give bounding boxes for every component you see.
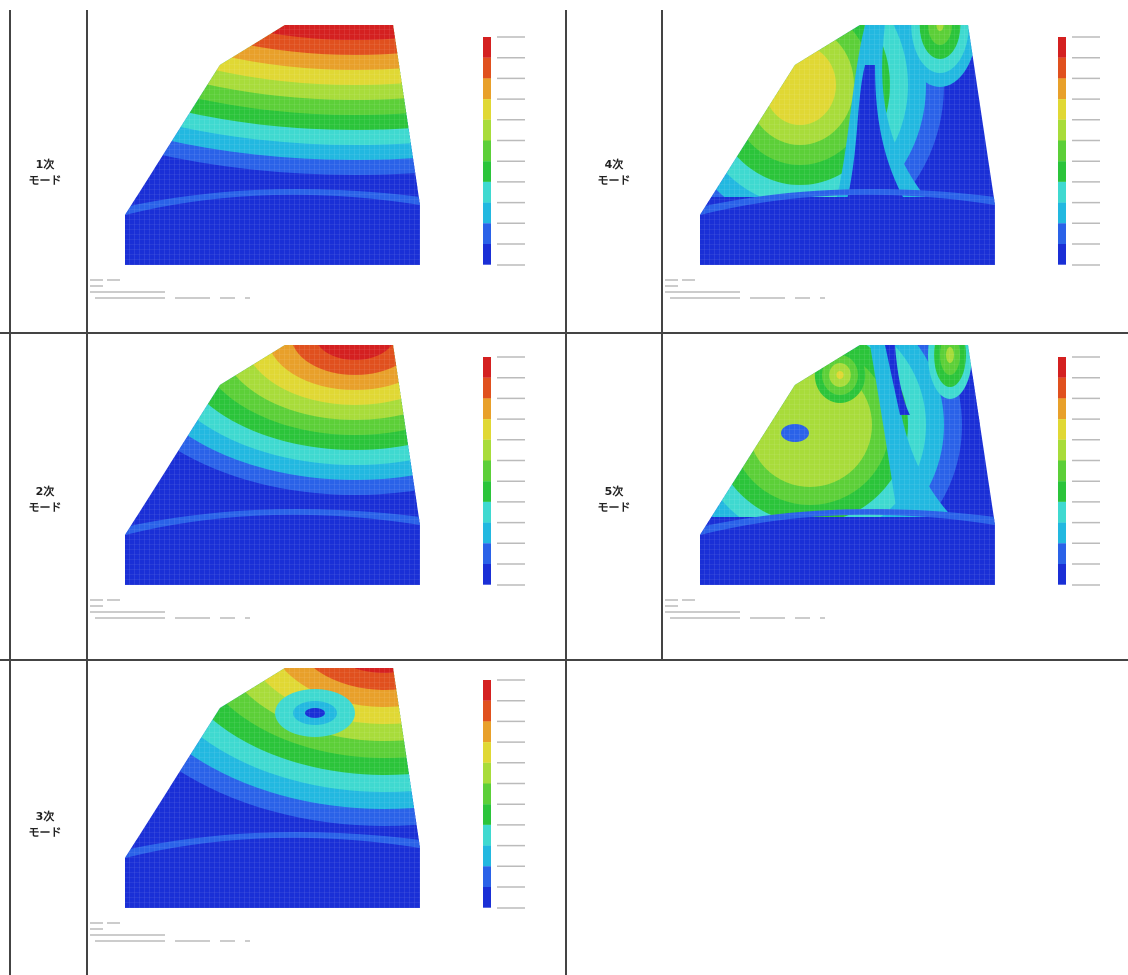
colorbar-segment (1058, 460, 1066, 482)
mode-label-unit: モード (29, 826, 62, 839)
colorbar-segment (483, 700, 491, 722)
contour-band (125, 25, 420, 160)
colorbar-segment (1058, 161, 1066, 182)
caption-blur (90, 279, 250, 299)
colorbar (1058, 36, 1100, 266)
colorbar-segment (1058, 439, 1066, 461)
colorbar-segment (483, 522, 491, 544)
mode-label: 3次 (36, 809, 55, 823)
colorbar-segment (483, 481, 491, 502)
contour-plot (665, 25, 1100, 299)
colorbar-segment (1058, 140, 1066, 162)
colorbar-segment (483, 37, 491, 58)
mesh (125, 25, 420, 265)
colorbar-segment (483, 78, 491, 100)
colorbar-segment (483, 181, 491, 203)
colorbar-segment (1058, 481, 1066, 502)
colorbar-segment (483, 460, 491, 482)
colorbar-segment (483, 99, 491, 120)
mode-label: 4次 (605, 157, 624, 171)
colorbar-segment (1058, 37, 1066, 58)
colorbar (483, 679, 525, 909)
colorbar-segment (483, 244, 491, 265)
colorbar-segment (1058, 357, 1066, 378)
colorbar-segment (1058, 78, 1066, 100)
colorbar-segment (1058, 501, 1066, 523)
colorbar-segment (1058, 202, 1066, 224)
colorbar (483, 36, 525, 266)
mesh (700, 25, 995, 265)
colorbar-segment (483, 824, 491, 846)
colorbar-segment (1058, 57, 1066, 79)
colorbar-segment (483, 419, 491, 440)
colorbar-segment (483, 742, 491, 763)
colorbar-segment (1058, 119, 1066, 141)
colorbar-segment (483, 804, 491, 825)
table-grid (0, 10, 1128, 975)
caption-blur (90, 922, 250, 942)
caption-blur (665, 279, 825, 299)
mode-label-unit: モード (598, 174, 631, 187)
colorbar-segment (483, 564, 491, 585)
colorbar-segment (483, 119, 491, 141)
colorbar (483, 356, 525, 586)
colorbar-segment (483, 357, 491, 378)
colorbar-segment (483, 783, 491, 805)
colorbar-segment (483, 680, 491, 701)
colorbar-segment (483, 762, 491, 784)
colorbar (1058, 356, 1100, 586)
caption-blur (665, 599, 825, 619)
colorbar-segment (483, 439, 491, 461)
mode-label-unit: モード (29, 501, 62, 514)
colorbar-segment (483, 202, 491, 224)
colorbar-segment (483, 543, 491, 564)
colorbar-segment (1058, 543, 1066, 564)
colorbar-segment (483, 161, 491, 182)
colorbar-segment (483, 887, 491, 908)
mode-label-unit: モード (598, 501, 631, 514)
colorbar-segment (1058, 398, 1066, 420)
contour-band (125, 25, 420, 145)
colorbar-segment (483, 140, 491, 162)
contour-fill (700, 345, 995, 585)
colorbar-segment (1058, 181, 1066, 203)
mesh (700, 345, 995, 585)
contour-band (125, 25, 420, 130)
colorbar-segment (483, 398, 491, 420)
colorbar-segment (1058, 99, 1066, 120)
colorbar-segment (483, 866, 491, 887)
colorbar-segment (1058, 419, 1066, 440)
colorbar-segment (1058, 377, 1066, 399)
colorbar-segment (1058, 244, 1066, 265)
colorbar-segment (483, 501, 491, 523)
colorbar-segment (483, 223, 491, 244)
mode-label: 5次 (605, 484, 624, 498)
contour-fill (700, 25, 995, 265)
mesh (125, 345, 420, 585)
mode-label-unit: モード (29, 174, 62, 187)
mesh (125, 668, 420, 908)
colorbar-segment (1058, 522, 1066, 544)
mode-label: 2次 (36, 484, 55, 498)
colorbar-segment (483, 377, 491, 399)
colorbar-segment (1058, 564, 1066, 585)
colorbar-segment (483, 57, 491, 79)
caption-blur (90, 599, 250, 619)
colorbar-segment (483, 845, 491, 867)
colorbar-segment (1058, 223, 1066, 244)
colorbar-segment (483, 721, 491, 743)
contour-plot (665, 345, 1100, 619)
mode-label: 1次 (36, 157, 55, 171)
